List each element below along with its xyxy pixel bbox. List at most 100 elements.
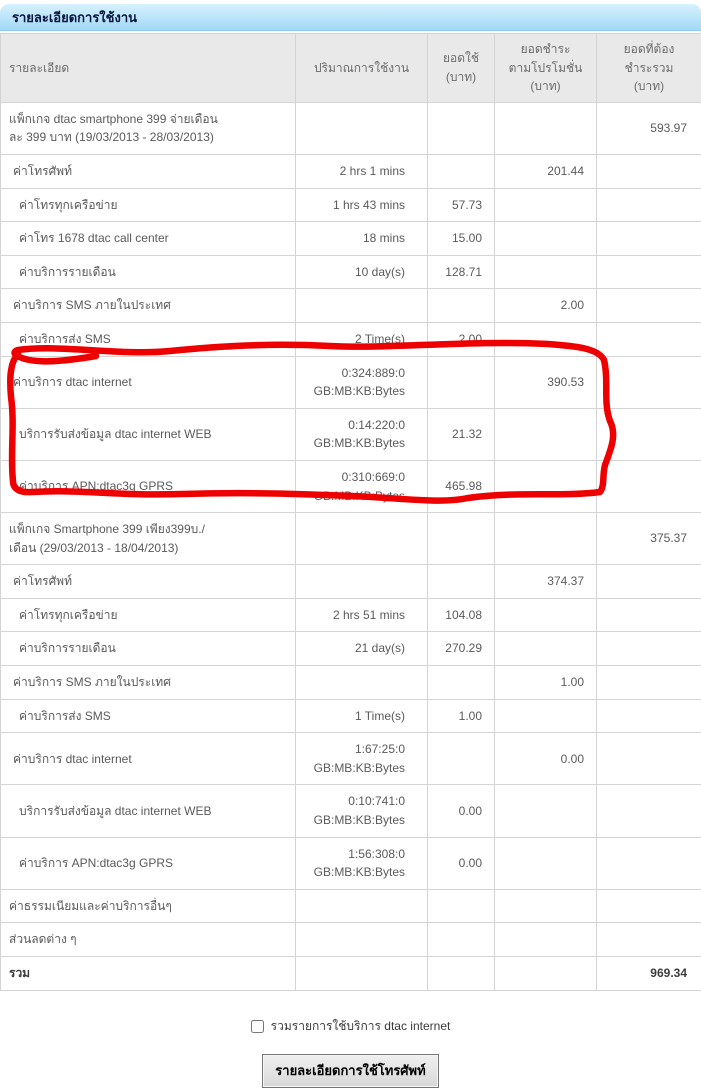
cell-total-payable <box>597 923 701 957</box>
usage-detail-table: รายละเอียด ปริมาณการใช้งาน ยอดใช้ (บาท) … <box>0 33 701 991</box>
cell-amount-per-promotion <box>495 889 597 923</box>
col-header-total-payable: ยอดที่ต้อง ชำระรวม (บาท) <box>597 34 701 103</box>
cell-amount-used <box>428 356 495 408</box>
cell-total-payable <box>597 356 701 408</box>
cell-amount-per-promotion <box>495 222 597 256</box>
cell-usage-amount: 10 day(s) <box>296 255 428 289</box>
cell-total-payable <box>597 255 701 289</box>
cell-total-payable <box>597 889 701 923</box>
cell-amount-per-promotion: 374.37 <box>495 565 597 599</box>
cell-usage-amount: 2 hrs 51 mins <box>296 598 428 632</box>
cell-detail-label: ค่าโทรศัพท์ <box>1 565 296 599</box>
cell-amount-used <box>428 889 495 923</box>
cell-total-payable <box>597 154 701 188</box>
table-row: ค่าโทรศัพท์ 374.37 <box>1 565 701 599</box>
cell-usage-amount: 2 hrs 1 mins <box>296 154 428 188</box>
cell-detail-label: ค่าบริการ dtac internet <box>1 356 296 408</box>
table-row: ส่วนลดต่าง ๆ <box>1 923 701 957</box>
cell-amount-per-promotion <box>495 255 597 289</box>
billing-detail-page: รายละเอียดการใช้งาน รายละเอียด ปริมาณการ… <box>0 4 701 1088</box>
cell-amount-used: 0.00 <box>428 837 495 889</box>
table-row: แพ็กเกจ Smartphone 399 เพียง399บ./ เดือน… <box>1 513 701 565</box>
cell-usage-amount: 0:14:220:0 GB:MB:KB:Bytes <box>296 408 428 460</box>
cell-detail-label: ค่าบริการรายเดือน <box>1 632 296 666</box>
cell-detail-label: ค่าบริการ SMS ภายในประเทศ <box>1 666 296 700</box>
cell-detail-label: ค่าบริการ dtac internet <box>1 733 296 785</box>
cell-amount-used <box>428 565 495 599</box>
cell-usage-amount: 1:56:308:0 GB:MB:KB:Bytes <box>296 837 428 889</box>
include-internet-checkbox[interactable] <box>251 1020 264 1033</box>
cell-amount-used <box>428 289 495 323</box>
cell-usage-amount: 2 Time(s) <box>296 322 428 356</box>
cell-detail-label: ค่าบริการส่ง SMS <box>1 322 296 356</box>
cell-total-payable <box>597 699 701 733</box>
cell-amount-per-promotion <box>495 699 597 733</box>
cell-usage-amount: 18 mins <box>296 222 428 256</box>
cell-amount-per-promotion <box>495 188 597 222</box>
cell-usage-amount <box>296 666 428 700</box>
table-header-row: รายละเอียด ปริมาณการใช้งาน ยอดใช้ (บาท) … <box>1 34 701 103</box>
cell-detail-label: ค่าโทร 1678 dtac call center <box>1 222 296 256</box>
cell-amount-used: 1.00 <box>428 699 495 733</box>
cell-detail-label: บริการรับส่งข้อมูล dtac internet WEB <box>1 785 296 837</box>
cell-detail-label: แพ็กเกจ Smartphone 399 เพียง399บ./ เดือน… <box>1 513 296 565</box>
cell-detail-label: รวม <box>1 957 296 991</box>
cell-total-payable <box>597 322 701 356</box>
table-row: แพ็กเกจ dtac smartphone 399 จ่ายเดือน ละ… <box>1 102 701 154</box>
cell-usage-amount <box>296 102 428 154</box>
cell-usage-amount <box>296 923 428 957</box>
cell-amount-used <box>428 154 495 188</box>
cell-detail-label: ค่าบริการ APN:dtac3g GPRS <box>1 837 296 889</box>
cell-total-payable <box>597 222 701 256</box>
phone-usage-detail-button[interactable]: รายละเอียดการใช้โทรศัพท์ <box>262 1054 438 1088</box>
cell-amount-per-promotion <box>495 598 597 632</box>
cell-amount-per-promotion <box>495 632 597 666</box>
cell-usage-amount: 0:324:889:0 GB:MB:KB:Bytes <box>296 356 428 408</box>
cell-amount-used <box>428 923 495 957</box>
cell-amount-used: 270.29 <box>428 632 495 666</box>
cell-amount-per-promotion: 201.44 <box>495 154 597 188</box>
cell-detail-label: ค่าธรรมเนียมและค่าบริการอื่นๆ <box>1 889 296 923</box>
cell-detail-label: ค่าบริการส่ง SMS <box>1 699 296 733</box>
cell-amount-per-promotion: 1.00 <box>495 666 597 700</box>
cell-amount-per-promotion <box>495 102 597 154</box>
cell-total-payable <box>597 785 701 837</box>
cell-amount-used <box>428 666 495 700</box>
footer-controls: รวมรายการใช้บริการ dtac internet รายละเอ… <box>0 1017 701 1088</box>
cell-amount-used <box>428 733 495 785</box>
cell-total-payable <box>597 188 701 222</box>
cell-amount-used: 57.73 <box>428 188 495 222</box>
cell-amount-used <box>428 513 495 565</box>
cell-amount-per-promotion: 2.00 <box>495 289 597 323</box>
cell-total-payable <box>597 289 701 323</box>
cell-amount-per-promotion: 0.00 <box>495 733 597 785</box>
cell-amount-used: 15.00 <box>428 222 495 256</box>
cell-total-payable <box>597 666 701 700</box>
cell-detail-label: ค่าบริการ SMS ภายในประเทศ <box>1 289 296 323</box>
cell-usage-amount <box>296 957 428 991</box>
col-header-amount-per-promotion: ยอดชำระ ตามโปรโมชั่น (บาท) <box>495 34 597 103</box>
col-header-detail: รายละเอียด <box>1 34 296 103</box>
cell-usage-amount <box>296 889 428 923</box>
cell-total-payable <box>597 837 701 889</box>
table-row: ค่าธรรมเนียมและค่าบริการอื่นๆ <box>1 889 701 923</box>
cell-usage-amount: 1:67:25:0 GB:MB:KB:Bytes <box>296 733 428 785</box>
cell-total-payable <box>597 460 701 512</box>
cell-amount-used: 128.71 <box>428 255 495 289</box>
section-title-bar: รายละเอียดการใช้งาน <box>0 4 701 31</box>
cell-amount-per-promotion <box>495 837 597 889</box>
cell-detail-label: บริการรับส่งข้อมูล dtac internet WEB <box>1 408 296 460</box>
cell-amount-used: 0.00 <box>428 785 495 837</box>
